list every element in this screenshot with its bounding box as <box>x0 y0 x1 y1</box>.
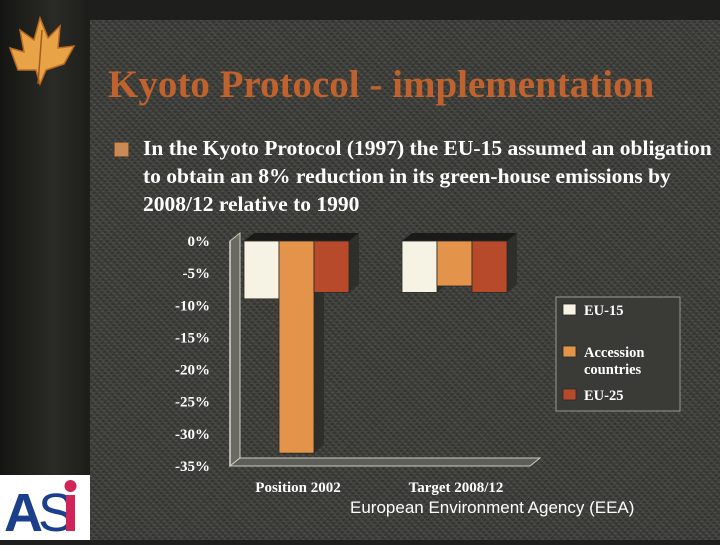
bullet-marker <box>114 142 129 157</box>
bars-group <box>243 233 517 454</box>
y-axis-ticks: 0% -5% -10% -15% -20% -25% -30% -35% <box>175 234 210 475</box>
bar-top-face <box>244 233 289 241</box>
y-tick-label: 0% <box>188 234 211 250</box>
legend-box <box>555 296 681 412</box>
y-tick-label: -15% <box>175 330 210 346</box>
legend-label: EU-25 <box>584 388 623 404</box>
bar-top-face <box>437 233 482 241</box>
bar-eu-25-2 <box>471 233 517 293</box>
x-category-label: Position 2002 <box>255 480 340 496</box>
legend-swatch <box>562 345 577 358</box>
y-tick-label: -5% <box>183 266 211 282</box>
left-decoration-strip <box>0 0 90 540</box>
bar-front-face <box>313 240 350 293</box>
bar-side-face <box>507 233 517 293</box>
plot-floor <box>228 457 542 467</box>
bar-front-face <box>471 240 508 293</box>
legend-label: EU-15 <box>584 303 623 319</box>
legend-swatch <box>562 303 577 316</box>
bar-front-face <box>401 240 438 293</box>
autumn-leaf-icon <box>8 15 76 87</box>
bar-top-face <box>279 233 324 241</box>
bar-front-face <box>243 240 280 300</box>
x-category-label: Target 2008/12 <box>409 480 504 496</box>
svg-text:A: A <box>4 483 43 540</box>
bar-front-face <box>436 240 473 287</box>
bar-top-face <box>472 233 517 241</box>
y-tick-label: -10% <box>175 298 210 314</box>
bullet-text: In the Kyoto Protocol (1997) the EU-15 a… <box>143 136 712 216</box>
legend-label: countries <box>584 362 642 378</box>
x-axis-categories: Position 2002 Target 2008/12 <box>255 480 503 496</box>
y-tick-label: -35% <box>175 459 210 475</box>
slide-title: Kyoto Protocol - implementation <box>108 63 655 106</box>
bar-top-face <box>314 233 359 241</box>
y-tick-label: -25% <box>175 395 210 411</box>
legend-swatch <box>562 388 577 401</box>
bar-top-face <box>402 233 447 241</box>
asi-logo: A S <box>0 475 90 543</box>
bar-front-face <box>278 240 315 454</box>
plot-area <box>228 231 542 468</box>
y-tick-label: -20% <box>175 363 210 379</box>
y-tick-label: -30% <box>175 427 210 443</box>
legend-label: Accession <box>584 345 644 361</box>
plot-side-wall <box>229 231 241 468</box>
bar-side-face <box>349 233 359 293</box>
source-caption: European Environment Agency (EEA) <box>350 498 635 517</box>
bar-eu-25-1 <box>313 233 359 293</box>
slide-panel <box>90 20 720 540</box>
